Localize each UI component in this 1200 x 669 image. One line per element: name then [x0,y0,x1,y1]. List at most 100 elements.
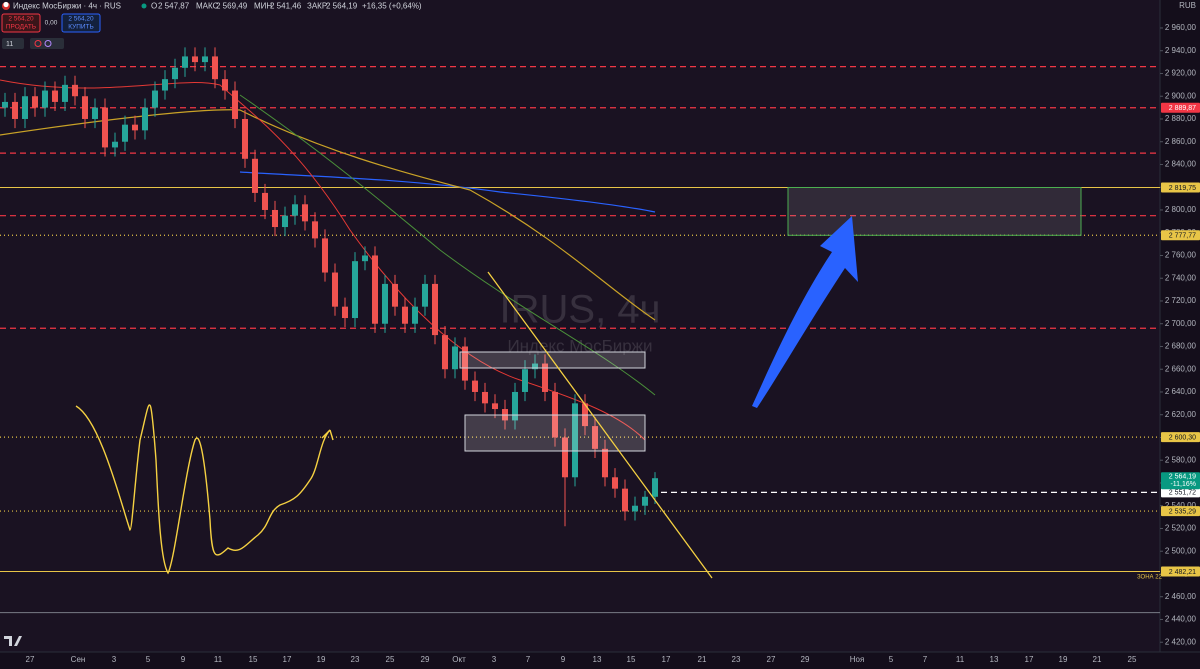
price-label-box [1161,506,1200,517]
candle-body [482,391,488,404]
x-tick-label: 5 [889,655,894,664]
candle-body [622,488,628,512]
hand-drawing [321,429,334,441]
x-tick-label: 11 [956,655,965,664]
x-tick-label: 27 [767,655,776,664]
price-label: 2 482,21 [1169,569,1196,576]
candle-body [562,437,568,478]
candle-body [152,90,158,108]
levels [0,66,1160,614]
sell-button[interactable] [1,13,41,33]
y-tick-label: 2 440,00 [1165,615,1197,624]
annotation: ЗОНА 22 [1137,575,1163,581]
price-axis: 2 420,002 440,002 460,002 480,002 500,00… [1160,23,1200,646]
candle-body [652,478,658,497]
price-label-box [1161,102,1200,113]
candle-body [252,158,258,193]
indicators-count: 11 [6,41,13,48]
candle-body [12,101,18,119]
x-tick-label: 9 [561,655,566,664]
trend-line [487,271,713,579]
y-tick-label: 2 900,00 [1165,91,1197,100]
candle-body [202,56,208,63]
high-label: МАКС [196,2,219,11]
y-tick-label: 2 800,00 [1165,205,1197,214]
change: +16,35 (+0,64%) [362,2,422,11]
y-tick-label: 2 640,00 [1165,387,1197,396]
candle-body [452,346,458,370]
candle-body [42,90,48,108]
candle-body [242,118,248,159]
candle-body [392,283,398,307]
target-zone [787,187,1082,236]
low-label: МИН [254,2,272,11]
status-dot [141,3,147,9]
candle-body [102,107,108,148]
candle-body [412,306,418,324]
hand-drawing [75,404,331,575]
flag-icon [3,1,9,8]
x-tick-label: 7 [923,655,928,664]
price-label: 2 819,75 [1169,185,1196,192]
candle-body [2,101,8,108]
x-tick-label: 11 [214,655,223,664]
last-price-box [1161,472,1200,490]
x-tick-label: 19 [1059,655,1068,664]
y-tick-label: 2 500,00 [1165,546,1197,555]
candle-body [542,363,548,392]
watermark-symbol: IRUS, 4ч [500,288,661,332]
x-tick-label: 23 [351,655,360,664]
candle-body [402,306,408,324]
x-tick-label: 13 [593,655,602,664]
candle-body [642,496,648,506]
x-tick-label: 25 [1128,655,1137,664]
x-tick-label: 15 [249,655,258,664]
indicators-toggle[interactable] [2,38,24,49]
x-tick-label: 29 [801,655,810,664]
x-tick-label: 21 [698,655,707,664]
y-tick-label: 2 880,00 [1165,114,1197,123]
time-axis: 27 Сен 3 5 9 11 15 17 19 23 25 29 Окт 3 7 9 13 15 17 21 23 27… [26,655,1137,664]
y-tick-label: 2 840,00 [1165,160,1197,169]
x-tick-label: 3 [112,655,117,664]
x-tick-label: 9 [181,655,186,664]
y-tick-label: 2 620,00 [1165,410,1197,419]
y-tick-label: 2 740,00 [1165,273,1197,282]
arrow [752,216,858,408]
x-tick-label: 27 [26,655,35,664]
x-tick-label: 17 [283,655,292,664]
x-tick-label: 29 [421,655,430,664]
close-value: 2 564,19 [326,2,358,11]
candle-body [212,56,218,80]
buy-button[interactable] [61,13,101,33]
price-label: 2 535,29 [1169,508,1196,515]
candle-body [632,505,638,512]
candle-body [122,124,128,142]
price-label-box [1161,566,1200,577]
candle-body [312,221,318,239]
candle-body [512,391,518,421]
candle-body [292,204,298,216]
icon [34,40,42,47]
candle-body [462,346,468,381]
x-tick-label: 5 [146,655,151,664]
candle-body [612,477,618,489]
candle-body [82,96,88,119]
candle-body [472,380,478,392]
candle-body [112,141,118,148]
logo [4,636,22,646]
candle-body [602,448,608,478]
y-tick-label: 2 460,00 [1165,592,1197,601]
price-label: 2 600,30 [1169,434,1196,441]
candle-body [92,107,98,119]
price-label-box [1161,487,1200,498]
y-tick-label: 2 660,00 [1165,364,1197,373]
y-tick-label: 2 960,00 [1165,23,1197,32]
candle-body [362,255,368,262]
x-tick-label: 13 [990,655,999,664]
x-tick-label: 17 [662,655,671,664]
candle-body [352,261,358,319]
candle-body [342,306,348,319]
y-tick-label: 2 940,00 [1165,46,1197,55]
candle-body [372,255,378,324]
